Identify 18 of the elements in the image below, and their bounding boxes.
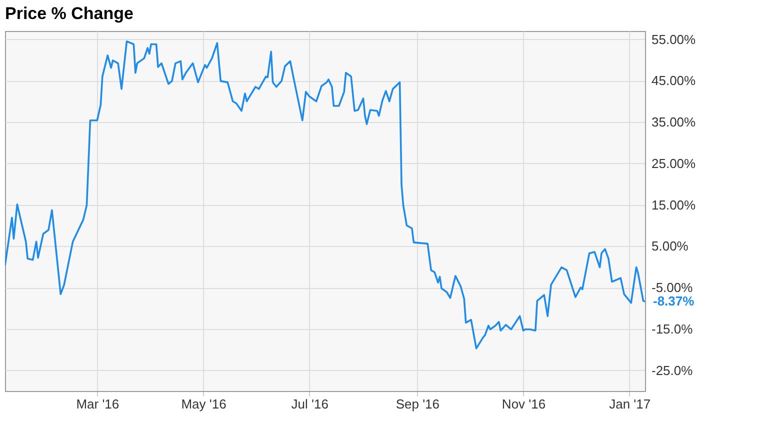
chart-title: Price % Change	[5, 4, 134, 23]
y-tick-label: -15.0%	[652, 321, 694, 336]
x-tick-label: Nov '16	[502, 396, 546, 412]
y-tick-label: -25.0%	[652, 362, 694, 378]
y-tick-label: 5.00%	[652, 238, 689, 254]
y-tick-label: 55.00%	[652, 32, 696, 47]
x-tick-label: Jan '17	[609, 396, 651, 412]
x-tick-label: May '16	[181, 396, 226, 412]
x-tick-label: Mar '16	[76, 396, 120, 412]
y-tick-label: 35.00%	[652, 114, 696, 130]
y-tick-label: -5.00%	[652, 280, 694, 296]
y-tick-label: 15.00%	[652, 197, 696, 212]
annotation: -8.37%	[653, 293, 695, 308]
line-series	[5, 40, 645, 350]
x-tick-label: Jul '16	[291, 396, 328, 412]
y-tick-label: 25.00%	[652, 156, 696, 171]
y-tick-label: 45.00%	[652, 73, 696, 88]
x-tick-label: Sep '16	[396, 396, 440, 412]
